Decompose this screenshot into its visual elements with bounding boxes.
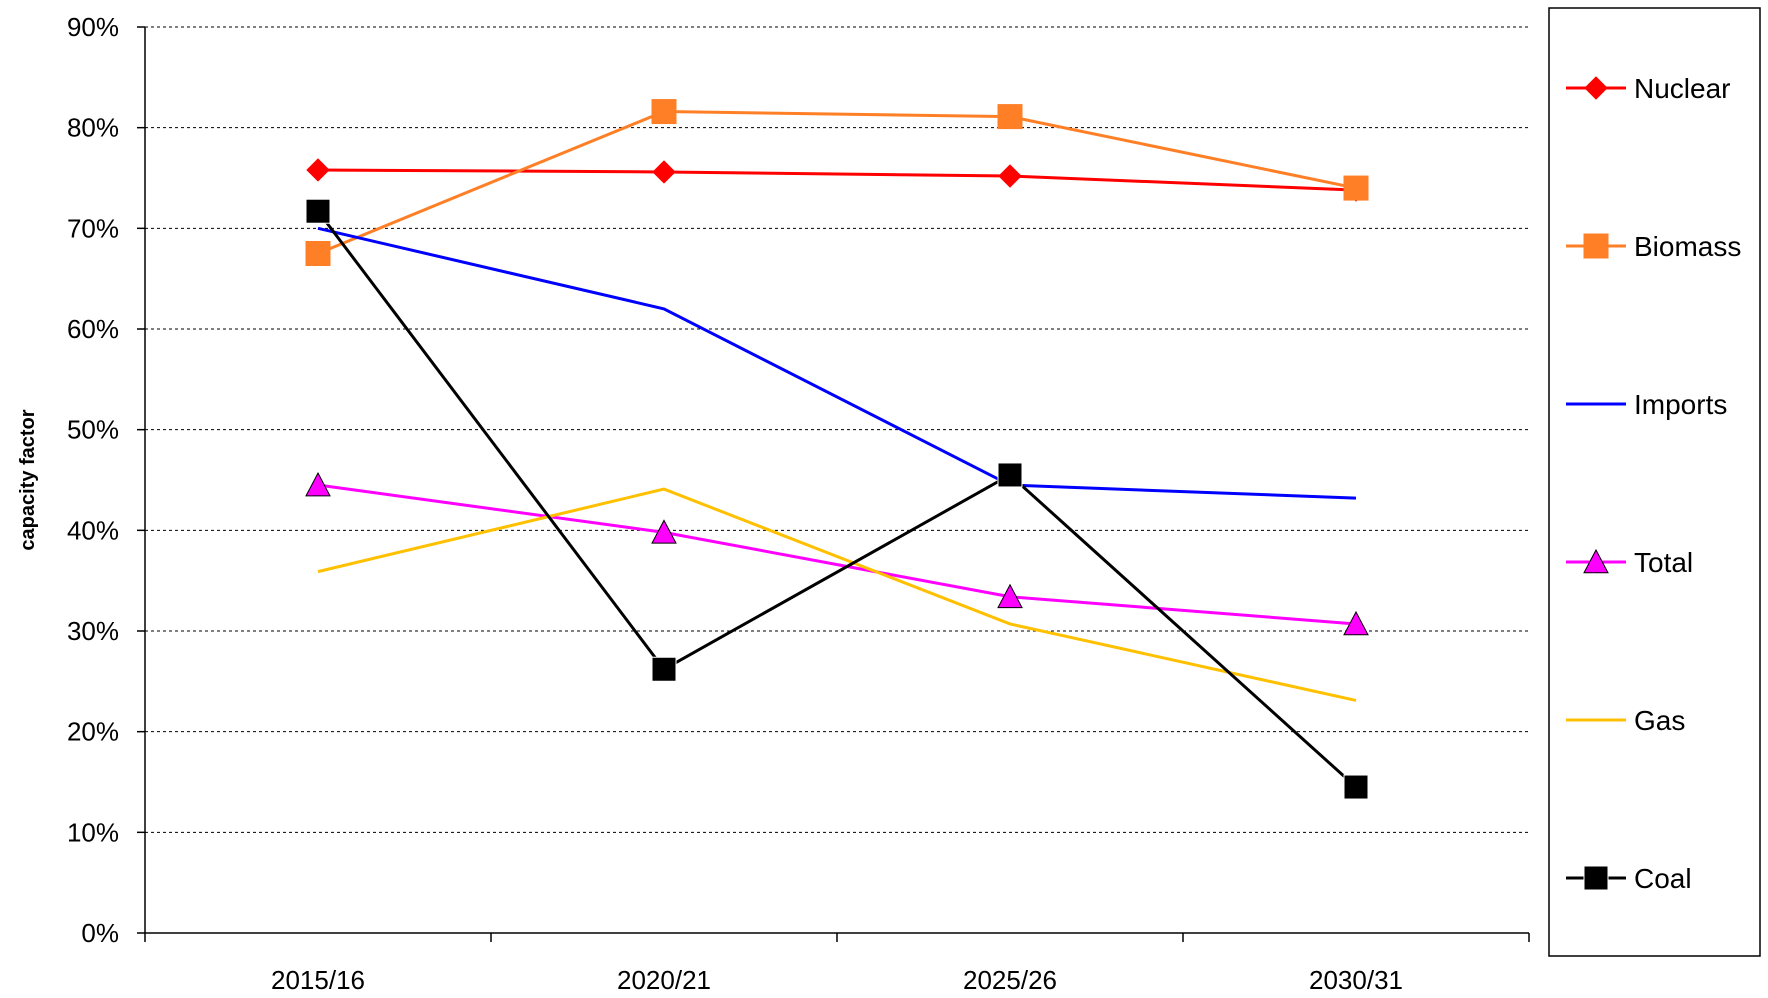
legend-item-gas: Gas — [1566, 705, 1685, 736]
y-tick-label: 80% — [67, 113, 119, 143]
data-point-coal — [1343, 774, 1369, 800]
series-gas — [317, 487, 1357, 702]
y-axis-title: capacity factor — [17, 409, 39, 550]
legend-label-nuclear: Nuclear — [1634, 73, 1730, 104]
series-biomass — [305, 99, 1369, 266]
x-tick-labels: 2015/16 2020/21 2025/26 2030/31 — [271, 965, 1403, 995]
data-point-nuclear — [306, 158, 330, 182]
series-imports — [317, 226, 1357, 500]
series-line-biomass — [317, 110, 1357, 255]
data-point-total — [651, 519, 677, 544]
y-tick-label: 40% — [67, 515, 119, 545]
legend-marker-coal — [1583, 865, 1609, 891]
y-tick-label: 30% — [67, 616, 119, 646]
data-point-coal — [651, 656, 677, 682]
series-line-nuclear — [317, 168, 1357, 192]
x-tick-label: 2030/31 — [1309, 965, 1403, 995]
y-tick-labels: 0% 10% 20% 30% 40% 50% 60% 70% 80% 90% — [67, 12, 119, 948]
series-line-coal — [316, 210, 1358, 789]
legend-box — [1548, 7, 1761, 957]
series-coal — [305, 198, 1369, 800]
legend-item-biomass: Biomass — [1566, 231, 1741, 262]
y-tick-label: 20% — [67, 717, 119, 747]
axes — [137, 26, 1530, 942]
series-line-gas — [317, 487, 1357, 702]
legend-marker-biomass — [1583, 233, 1609, 259]
legend-item-total: Total — [1566, 547, 1693, 578]
legend-item-imports: Imports — [1566, 389, 1727, 420]
legend-label-coal: Coal — [1634, 863, 1692, 894]
gridlines — [145, 26, 1529, 833]
data-point-total — [305, 471, 331, 497]
x-tick-label: 2015/16 — [271, 965, 365, 995]
data-point-biomass — [997, 104, 1023, 130]
series-line-total — [317, 483, 1357, 626]
legend-label-gas: Gas — [1634, 705, 1685, 736]
legend-marker-total — [1583, 548, 1609, 574]
x-tick-label: 2025/26 — [963, 965, 1057, 995]
legend: Nuclear Biomass Imports Total Gas Coal — [1548, 7, 1761, 957]
data-point-nuclear — [652, 160, 676, 184]
data-point-biomass — [305, 241, 331, 266]
legend-marker-nuclear — [1584, 76, 1608, 100]
legend-label-biomass: Biomass — [1634, 231, 1741, 262]
y-tick-label: 90% — [67, 12, 119, 42]
data-point-nuclear — [998, 164, 1022, 188]
y-tick-label: 60% — [67, 314, 119, 344]
legend-label-imports: Imports — [1634, 389, 1727, 420]
data-point-total — [1343, 610, 1369, 636]
y-tick-label: 10% — [67, 817, 119, 847]
legend-label-total: Total — [1634, 547, 1693, 578]
y-tick-label: 50% — [67, 415, 119, 445]
data-point-total — [997, 583, 1023, 609]
data-point-coal — [997, 462, 1023, 488]
y-tick-label: 70% — [67, 213, 119, 243]
data-point-biomass — [651, 99, 677, 125]
series-group — [305, 99, 1369, 800]
series-nuclear — [306, 158, 1368, 202]
data-point-coal — [305, 198, 331, 224]
x-tick-label: 2020/21 — [617, 965, 711, 995]
data-point-biomass — [1343, 175, 1369, 201]
y-tick-label: 0% — [81, 918, 119, 948]
legend-item-nuclear: Nuclear — [1566, 73, 1730, 104]
legend-item-coal: Coal — [1566, 863, 1692, 894]
series-total — [305, 471, 1369, 636]
series-line-imports — [317, 226, 1357, 500]
